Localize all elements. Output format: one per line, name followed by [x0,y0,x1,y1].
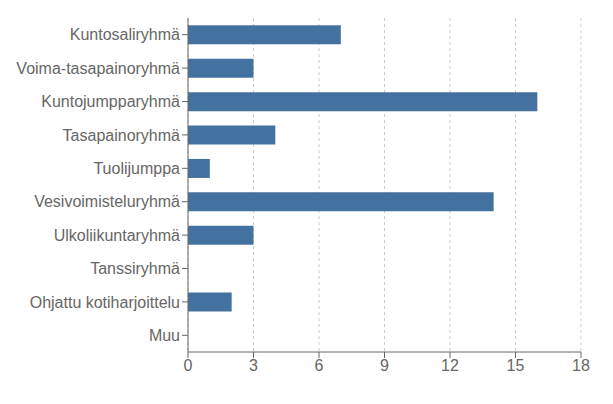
svg-text:0: 0 [184,357,193,374]
svg-text:12: 12 [441,357,459,374]
svg-text:6: 6 [315,357,324,374]
svg-text:Kuntosaliryhmä: Kuntosaliryhmä [70,26,180,43]
svg-text:Voima-tasapainoryhmä: Voima-tasapainoryhmä [16,60,180,77]
svg-text:3: 3 [249,357,258,374]
svg-text:Ohjattu kotiharjoittelu: Ohjattu kotiharjoittelu [30,294,180,311]
svg-text:Tuolijumppa: Tuolijumppa [93,160,180,177]
svg-text:18: 18 [572,357,590,374]
svg-text:Kuntojumpparyhmä: Kuntojumpparyhmä [41,93,180,110]
svg-text:Tanssiryhmä: Tanssiryhmä [90,260,180,277]
svg-text:Muu: Muu [149,327,180,344]
svg-text:Ulkoliikuntaryhmä: Ulkoliikuntaryhmä [54,227,180,244]
svg-text:15: 15 [507,357,525,374]
svg-text:Tasapainoryhmä: Tasapainoryhmä [63,127,181,144]
svg-text:Vesivoimisteluryhmä: Vesivoimisteluryhmä [34,193,180,210]
svg-text:9: 9 [380,357,389,374]
